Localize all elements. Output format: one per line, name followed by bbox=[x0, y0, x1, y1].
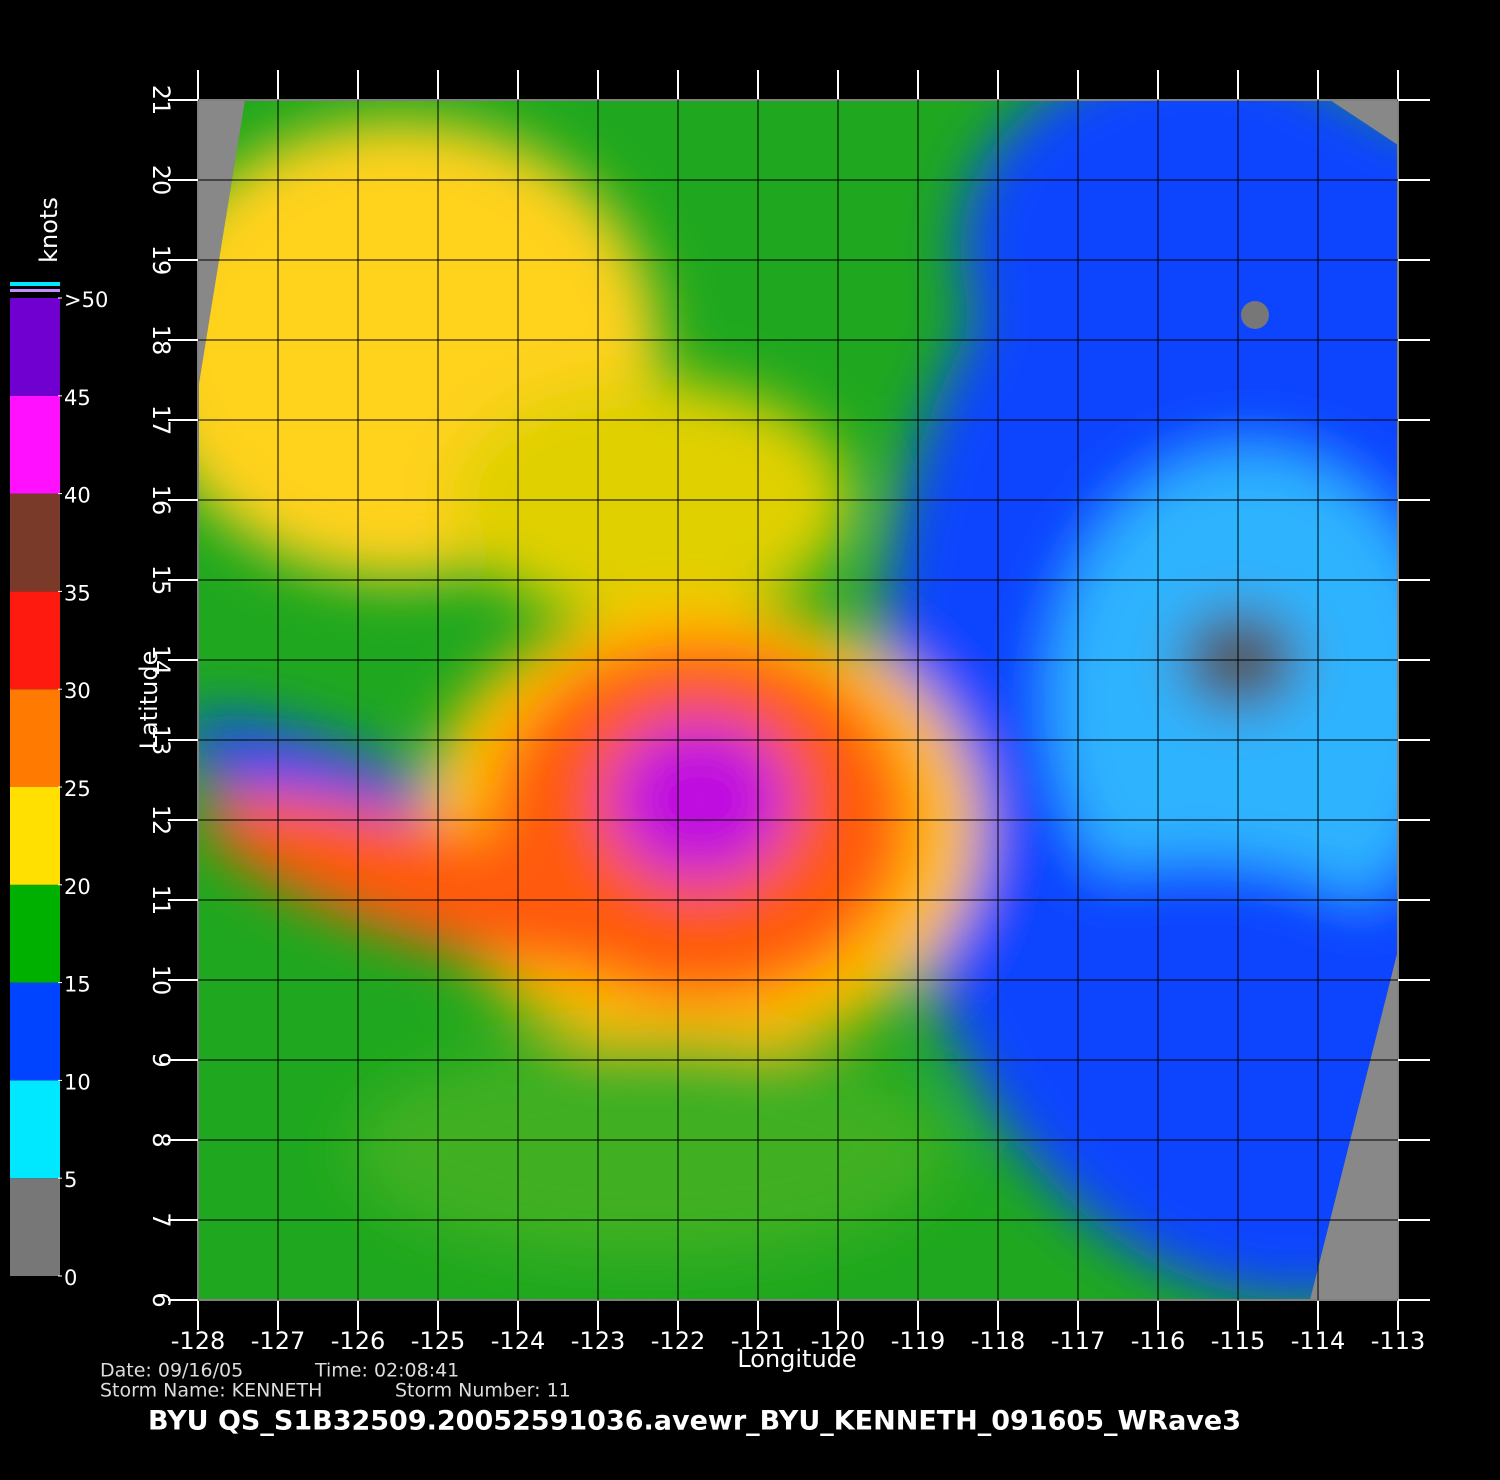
colorbar-cap bbox=[10, 282, 60, 286]
x-tick-label: -123 bbox=[571, 1327, 625, 1355]
colorbar-band bbox=[10, 1080, 60, 1179]
colorbar-band bbox=[10, 493, 60, 592]
storm-name: Storm Name: KENNETH bbox=[100, 1380, 322, 1402]
y-tick-label: 20 bbox=[147, 165, 175, 196]
colorbar-band bbox=[10, 689, 60, 787]
y-tick-label: 18 bbox=[147, 325, 175, 356]
x-tick-label: -116 bbox=[1131, 1327, 1185, 1355]
y-tick-label: 15 bbox=[147, 565, 175, 596]
x-tick-label: -117 bbox=[1051, 1327, 1105, 1355]
x-axis-label: Longitude bbox=[737, 1345, 856, 1373]
y-tick-label: 16 bbox=[147, 485, 175, 516]
colorbar-band bbox=[10, 1178, 60, 1276]
time: Time: 02:08:41 bbox=[314, 1360, 459, 1382]
x-tick-label: -128 bbox=[171, 1327, 225, 1355]
colorbar-label: 0 bbox=[64, 1266, 77, 1290]
title: BYU QS_S1B32509.20052591036.avewr_BYU_KE… bbox=[148, 1406, 1241, 1437]
colorbar-band bbox=[10, 591, 60, 690]
x-tick-label: -125 bbox=[411, 1327, 465, 1355]
y-tick-label: 14 bbox=[147, 645, 175, 676]
y-tick-label: 6 bbox=[147, 1292, 175, 1307]
x-tick-label: -114 bbox=[1291, 1327, 1345, 1355]
y-tick-label: 17 bbox=[147, 405, 175, 436]
x-tick-label: -127 bbox=[251, 1327, 305, 1355]
x-tick-label: -122 bbox=[651, 1327, 705, 1355]
colorbar-label: 45 bbox=[64, 386, 91, 410]
colorbar-label: 40 bbox=[64, 484, 91, 508]
y-tick-label: 8 bbox=[147, 1132, 175, 1147]
colorbar-unit: knots bbox=[35, 197, 63, 263]
y-tick-label: 7 bbox=[147, 1212, 175, 1227]
colorbar-label: 20 bbox=[64, 875, 91, 899]
y-axis-label: Latitude bbox=[135, 651, 163, 750]
x-tick-label: -115 bbox=[1211, 1327, 1265, 1355]
x-tick-label: -124 bbox=[491, 1327, 545, 1355]
colorbar-cap bbox=[10, 289, 60, 292]
y-tick-label: 13 bbox=[147, 725, 175, 756]
colorbar-band bbox=[10, 982, 60, 1081]
colorbar-label: 5 bbox=[64, 1168, 77, 1192]
y-tick-label: 21 bbox=[147, 85, 175, 116]
x-tick-label: -113 bbox=[1371, 1327, 1425, 1355]
y-tick-label: 10 bbox=[147, 965, 175, 996]
colorbar-label: 15 bbox=[64, 973, 91, 997]
colorbar-label: 30 bbox=[64, 679, 91, 703]
colorbar-band bbox=[10, 298, 60, 396]
x-tick-label: -126 bbox=[331, 1327, 385, 1355]
colorbar-label: 25 bbox=[64, 777, 91, 801]
date: Date: 09/16/05 bbox=[100, 1360, 243, 1382]
y-tick-label: 11 bbox=[147, 885, 175, 916]
y-tick-label: 9 bbox=[147, 1052, 175, 1067]
x-tick-label: -120 bbox=[811, 1327, 865, 1355]
x-tick-label: -119 bbox=[891, 1327, 945, 1355]
y-tick-label: 19 bbox=[147, 245, 175, 276]
wind-field bbox=[198, 100, 1398, 1300]
colorbar-label: >50 bbox=[64, 288, 108, 312]
colorbar-band bbox=[10, 884, 60, 983]
y-tick-label: 12 bbox=[147, 805, 175, 836]
x-tick-label: -121 bbox=[731, 1327, 785, 1355]
storm-number: Storm Number: 11 bbox=[395, 1380, 571, 1402]
colorbar-label: 10 bbox=[64, 1070, 91, 1094]
colorbar-label: 35 bbox=[64, 581, 91, 605]
colorbar-band bbox=[10, 787, 60, 885]
x-tick-label: -118 bbox=[971, 1327, 1025, 1355]
colorbar-band bbox=[10, 395, 60, 494]
